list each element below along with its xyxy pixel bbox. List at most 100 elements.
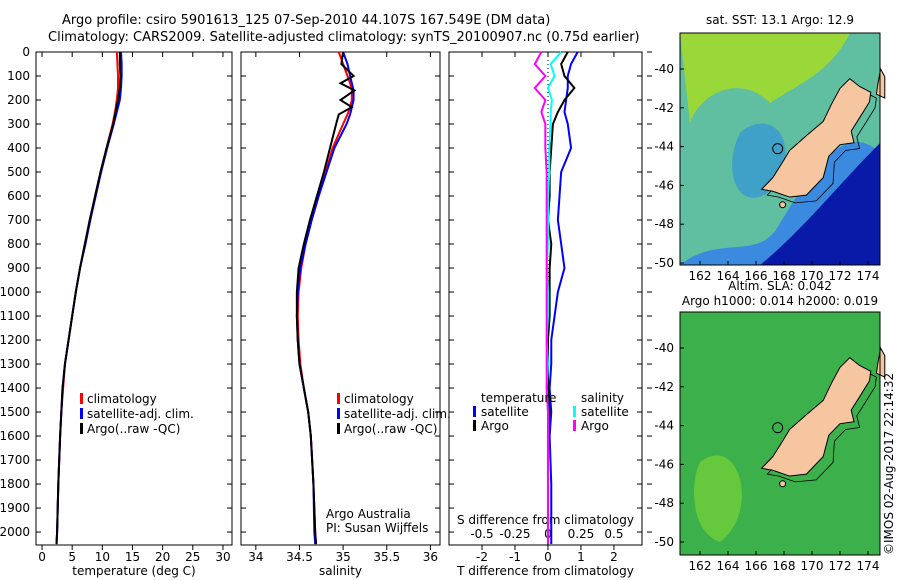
lon-tick-label: 172 [829, 559, 852, 573]
y-tick-label: 700 [7, 213, 30, 227]
stewart-island-land [779, 480, 787, 488]
lat-tick-label: -42 [654, 380, 674, 394]
lon-tick-label: 174 [857, 269, 880, 283]
lon-tick-label: 162 [689, 269, 712, 283]
s-diff-axis-label: S difference from climatology [457, 513, 634, 527]
lon-tick-label: 164 [717, 559, 740, 573]
y-tick-label: 1000 [0, 285, 30, 299]
x-tick-label: 36 [423, 550, 438, 564]
lon-tick-label: 162 [689, 559, 712, 573]
x-tick-label: 34.5 [286, 550, 313, 564]
lon-tick-label: 172 [829, 269, 852, 283]
plot-frame [448, 51, 643, 546]
x-tick-label: 35.5 [373, 550, 400, 564]
map-frame [679, 311, 881, 556]
legend-swatch [573, 406, 576, 417]
sst-cold-region [760, 143, 880, 265]
y-tick-label: 100 [7, 69, 30, 83]
s-diff-tick-label: -0.5 [470, 527, 493, 541]
x-tick-label: 5 [68, 550, 76, 564]
y-tick-label: 1500 [0, 405, 30, 419]
series-temperature-satellite [548, 51, 579, 545]
profile-panel-1: 0100200300400500600700800900100011001200… [0, 45, 233, 578]
stewart-island-land [779, 201, 787, 209]
y-tick-label: 1200 [0, 333, 30, 347]
lat-tick-label: -46 [654, 457, 674, 471]
y-tick-label: 2000 [0, 525, 30, 539]
north-island-land [875, 67, 886, 99]
sla-map-subtitle: Argo h1000: 0.014 h2000: 0.019 [682, 294, 878, 308]
series-argo-raw-qc- [55, 52, 122, 545]
argo-position-marker [772, 143, 784, 155]
y-tick-label: 1300 [0, 357, 30, 371]
lat-tick-label: -40 [654, 62, 674, 76]
south-island-land [760, 78, 872, 198]
profile-panel-3: -2 -1 0 1 2T difference from climatology -0.5… [448, 51, 652, 578]
lat-tick-label: -50 [654, 535, 674, 549]
argo-position-marker [772, 422, 784, 434]
south-island-land [760, 357, 872, 477]
legend-temperature-heading: temperature [481, 391, 556, 405]
lon-tick-label: 166 [745, 269, 768, 283]
sla-map: 162 164 166 168 170 172 174 -40 -42 -44 -46 -48 -50 [654, 311, 886, 573]
x-tick-label: 1 [577, 550, 585, 564]
x-tick-label: 34 [248, 550, 263, 564]
sla-map-title: Altim. SLA: 0.042 [728, 279, 832, 293]
y-tick-label: 500 [7, 165, 30, 179]
profile-panel-2: 34 34.5 35 35.5 36 salinity climatologysatelli… [240, 51, 451, 578]
annotation-institution: Argo Australia [326, 507, 411, 521]
y-tick-label: 1100 [0, 309, 30, 323]
legend-label: Argo [481, 419, 509, 433]
lon-tick-label: 168 [773, 559, 796, 573]
y-tick-label: 300 [7, 117, 30, 131]
legend-salinity-heading: salinity [581, 391, 624, 405]
sst-map: 162 164 166 168 170 172 174 -40 -42 -44 -46 -48 -50 [654, 32, 886, 283]
lon-tick-label: 174 [857, 559, 880, 573]
series-climatology [296, 51, 353, 545]
x-tick-label: 25 [185, 550, 200, 564]
s-diff-tick-label: -0.25 [499, 527, 530, 541]
annotation-pi: PI: Susan Wijffels [326, 521, 428, 535]
x-tick-label: 35 [335, 550, 350, 564]
x-tick-label: 15 [125, 550, 140, 564]
x-axis-label: T difference from climatology [456, 564, 634, 578]
legend-swatch [80, 408, 83, 419]
x-tick-label: -1 [509, 550, 521, 564]
x-axis-label: salinity [319, 564, 362, 578]
legend-swatch [337, 408, 340, 419]
legend-label: Argo(..raw -QC) [344, 422, 437, 436]
y-tick-label: 0 [22, 45, 30, 59]
legend-swatch [80, 393, 83, 404]
lat-tick-label: -46 [654, 178, 674, 192]
lon-tick-label: 170 [801, 269, 824, 283]
lat-tick-label: -44 [654, 419, 674, 433]
series-satellite-adj-clim- [295, 51, 355, 545]
s-diff-tick-label: 0.5 [604, 527, 623, 541]
legend-label: satellite-adj. clim. [344, 407, 451, 421]
legend-swatch [473, 406, 476, 417]
y-tick-label: 1600 [0, 429, 30, 443]
legend-label: satellite-adj. clim. [87, 407, 194, 421]
plot-frame [240, 51, 441, 546]
series-temperature-argo [546, 51, 576, 545]
sst-map-title: sat. SST: 13.1 Argo: 12.9 [706, 13, 854, 27]
x-tick-label: 10 [95, 550, 110, 564]
y-tick-label: 200 [7, 93, 30, 107]
y-tick-label: 900 [7, 261, 30, 275]
plot-frame [35, 51, 233, 546]
x-axis-label: temperature (deg C) [72, 564, 195, 578]
sla-high-region [694, 455, 742, 542]
x-tick-label: 20 [155, 550, 170, 564]
legend-label: climatology [344, 392, 414, 406]
y-tick-label: 600 [7, 189, 30, 203]
legend-swatch [80, 423, 83, 434]
x-tick-label: 30 [215, 550, 230, 564]
y-tick-label: 400 [7, 141, 30, 155]
lon-tick-label: 164 [717, 269, 740, 283]
x-tick-label: 0 [38, 550, 46, 564]
y-tick-label: 1700 [0, 453, 30, 467]
lat-tick-label: -48 [654, 217, 674, 231]
y-tick-label: 1400 [0, 381, 30, 395]
